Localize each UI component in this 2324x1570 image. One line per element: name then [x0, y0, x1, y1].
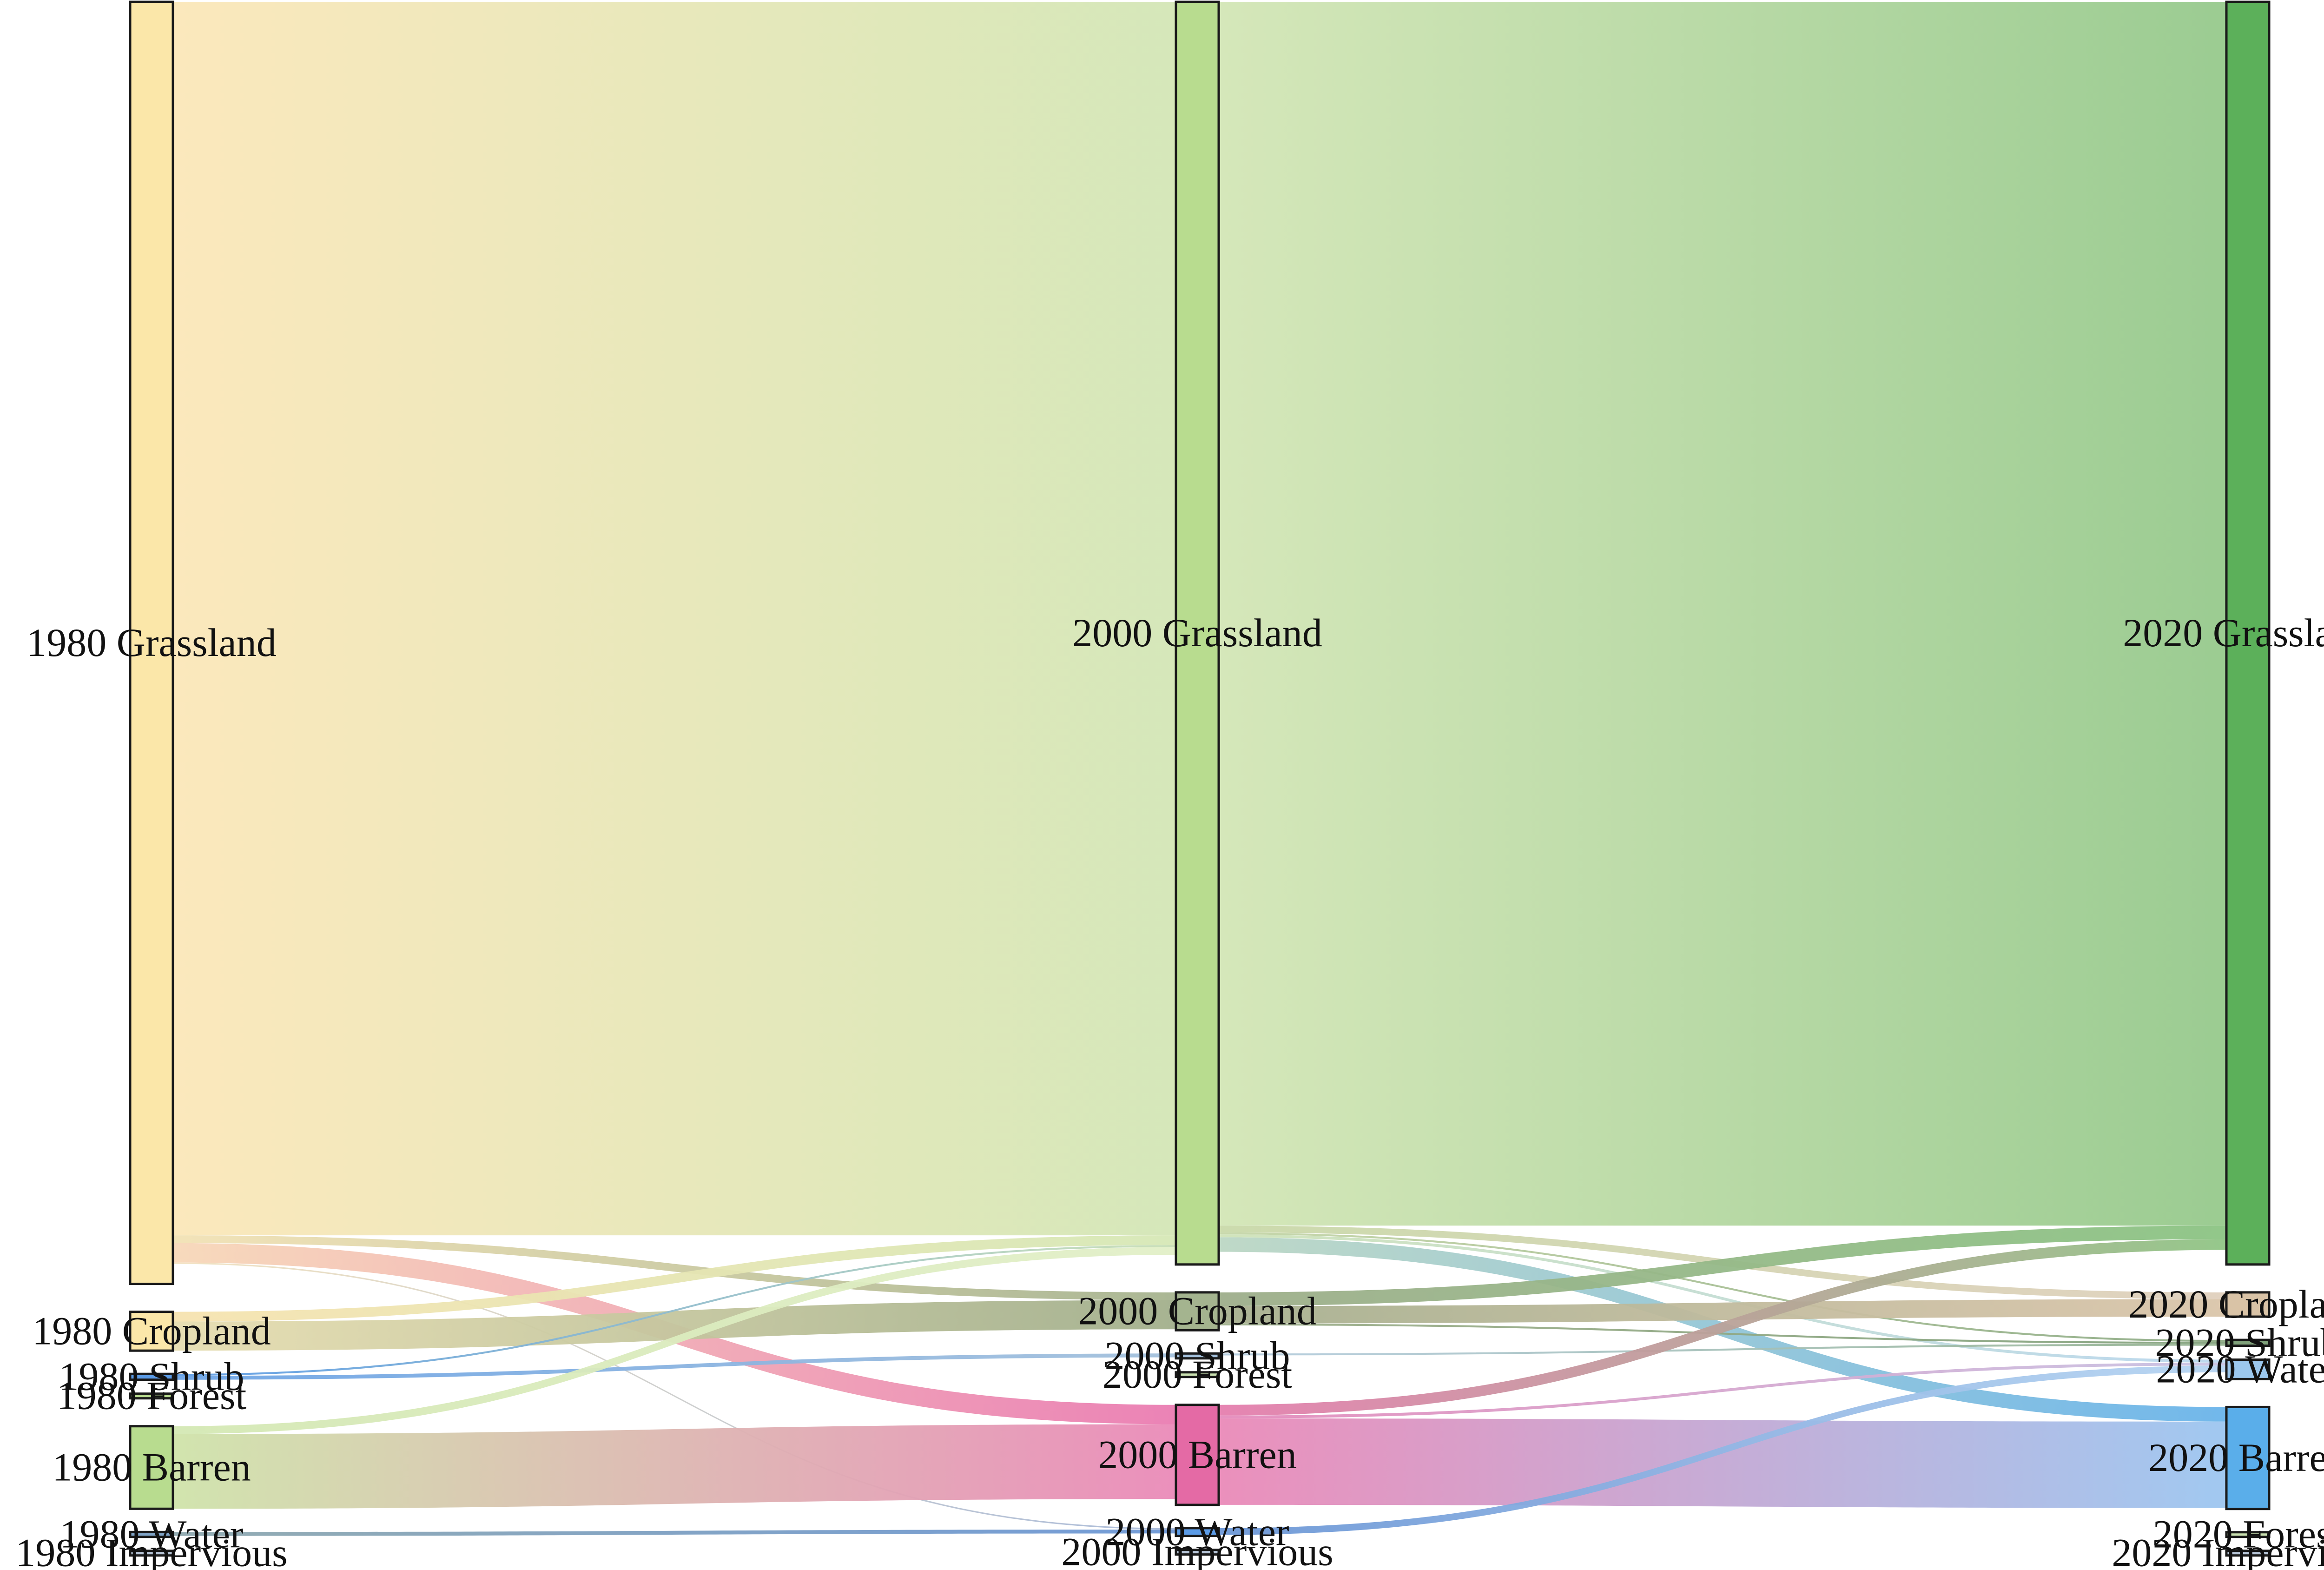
node-2000-cropland — [1175, 1291, 1220, 1332]
link-1980-cropland-to-2000-cropland — [173, 1300, 1176, 1351]
node-label-1980-shrub: 1980 Shrub — [59, 1354, 244, 1398]
link-2000-barren-to-2020-barren — [1219, 1418, 2226, 1508]
node-1980-cropland — [129, 1311, 174, 1352]
link-1980-barren-to-2000-grassland — [173, 1247, 1176, 1434]
node-2020-grassland — [2225, 0, 2271, 1266]
link-1980-grassland-to-2000-water — [173, 1262, 1176, 1530]
node-label-2000-impervious: 2000 Impervious — [1061, 1530, 1333, 1570]
node-label-2000-shrub: 2000 Shrub — [1105, 1333, 1290, 1378]
node-label-1980-forest: 1980 Forest — [57, 1373, 247, 1418]
node-label-2020-forest: 2020 Forest — [2153, 1512, 2324, 1557]
node-1980-water — [129, 1530, 174, 1538]
link-1980-shrub-to-2000-grassland — [173, 1245, 1176, 1376]
node-label-1980-barren: 1980 Barren — [52, 1445, 251, 1490]
node-1980-forest — [129, 1392, 174, 1400]
node-2000-impervious — [1175, 1549, 1220, 1556]
node-label-2000-water: 2000 Water — [1105, 1509, 1289, 1554]
node-2020-cropland — [2225, 1291, 2271, 1318]
link-2000-barren-to-2020-grassland — [1219, 1239, 2226, 1416]
node-label-2020-grassland: 2020 Grassland — [2123, 610, 2324, 655]
node-1980-barren — [129, 1425, 174, 1510]
link-1980-shrub-to-2000-shrub — [173, 1353, 1176, 1380]
node-label-1980-cropland: 1980 Cropland — [32, 1308, 271, 1353]
link-1980-grassland-to-2000-cropland — [173, 1235, 1176, 1300]
link-1980-cropland-to-2000-grassland — [173, 1235, 1176, 1322]
links-layer — [173, 2, 2226, 1536]
node-label-1980-grassland: 1980 Grassland — [26, 620, 276, 665]
link-2000-cropland-to-2020-shrub — [1219, 1323, 2226, 1344]
link-2000-cropland-to-2020-grassland — [1219, 1226, 2226, 1306]
node-label-2020-cropland: 2020 Cropland — [2128, 1282, 2324, 1326]
node-label-2020-shrub: 2020 Shrub — [2155, 1320, 2324, 1365]
node-label-2020-barren: 2020 Barren — [2148, 1435, 2324, 1480]
node-1980-shrub — [129, 1372, 174, 1381]
node-1980-impervious — [129, 1550, 174, 1557]
node-2020-forest — [2225, 1531, 2271, 1538]
node-1980-grassland — [129, 0, 174, 1285]
node-2000-barren — [1175, 1404, 1220, 1506]
node-2020-impervious — [2225, 1550, 2271, 1557]
node-2000-shrub — [1175, 1352, 1220, 1360]
link-1980-water-to-2000-water — [173, 1530, 1176, 1536]
node-2020-water — [2225, 1358, 2271, 1380]
link-2000-shrub-to-2020-shrub — [1219, 1344, 2226, 1356]
node-label-2020-water: 2020 Water — [2156, 1346, 2324, 1391]
node-2000-grassland — [1175, 0, 1220, 1266]
node-label-1980-impervious: 1980 Impervious — [15, 1530, 287, 1570]
link-1980-grassland-to-2000-grassland — [173, 2, 1176, 1236]
link-2000-grassland-to-2020-shrub — [1219, 1232, 2226, 1342]
nodes-layer — [129, 0, 2271, 1557]
node-label-1980-water: 1980 Water — [59, 1512, 243, 1557]
node-2000-forest — [1175, 1371, 1220, 1378]
node-2020-barren — [2225, 1405, 2271, 1510]
node-label-2000-cropland: 2000 Cropland — [1078, 1289, 1317, 1333]
link-2000-barren-to-2020-water — [1219, 1362, 2226, 1419]
link-1980-barren-to-2000-barren — [173, 1424, 1176, 1509]
node-label-2000-forest: 2000 Forest — [1103, 1352, 1293, 1397]
node-label-2000-grassland: 2000 Grassland — [1072, 610, 1322, 655]
node-label-2020-impervious: 2020 Impervious — [2112, 1530, 2324, 1570]
node-2020-shrub — [2225, 1338, 2271, 1347]
node-label-2000-barren: 2000 Barren — [1098, 1432, 1296, 1477]
link-2000-cropland-to-2020-cropland — [1219, 1299, 2226, 1324]
node-2000-water — [1175, 1527, 1220, 1537]
link-2000-grassland-to-2020-grassland — [1219, 2, 2226, 1226]
link-2000-grassland-to-2020-water — [1219, 1234, 2226, 1363]
link-2000-water-to-2020-water — [1219, 1365, 2226, 1535]
